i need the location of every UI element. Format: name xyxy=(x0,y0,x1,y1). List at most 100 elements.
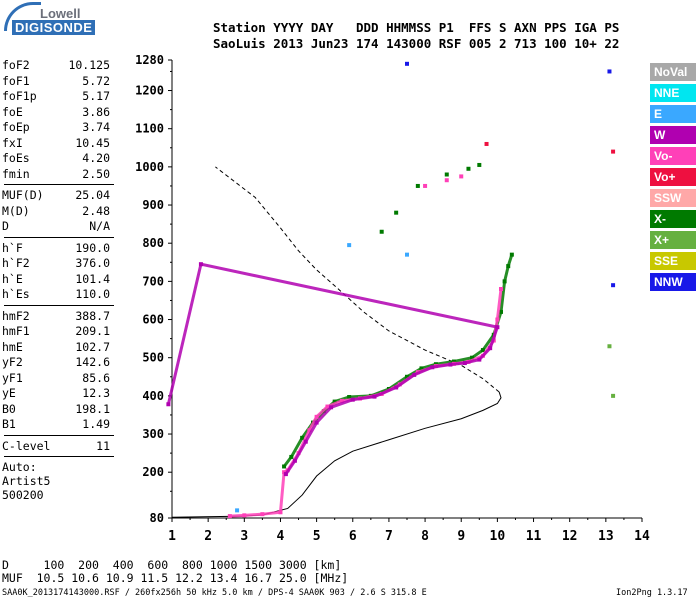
divider xyxy=(4,304,114,306)
echo-point xyxy=(611,149,616,154)
parameter-value: 10.45 xyxy=(75,135,110,150)
echo-point xyxy=(394,210,399,215)
parameter-name: h`Es xyxy=(2,287,30,301)
parameter-row: C-level 11 xyxy=(2,439,110,455)
parameter-name: h`F xyxy=(2,240,23,255)
parameter-row: h`F 190.0 xyxy=(2,241,110,257)
y-tick-label: 800 xyxy=(142,236,164,250)
parameter-name: fmin xyxy=(2,166,30,181)
parameter-name: hmF2 xyxy=(2,308,30,323)
y-tick-label: 500 xyxy=(142,351,164,365)
y-tick-label: 1000 xyxy=(135,160,164,174)
parameter-row: foEp 3.74 xyxy=(2,120,110,136)
legend-item: W xyxy=(650,126,696,144)
echo-point xyxy=(347,243,352,248)
y-tick-label: 80 xyxy=(150,511,164,525)
parameter-group-heights: h`F 190.0 h`F2 376.0 h`E 101.4 h`Es 110.0 xyxy=(2,241,114,303)
parameter-value: 142.6 xyxy=(75,355,110,369)
parameter-value: 4.20 xyxy=(82,151,110,165)
x-tick-label: 6 xyxy=(349,529,357,544)
parameter-name: foE xyxy=(2,104,23,119)
parameter-row: foF1p 5.17 xyxy=(2,89,110,105)
x-tick-label: 9 xyxy=(457,529,465,544)
profile-line-solid xyxy=(171,391,502,518)
parameter-group-clevel: C-level 11 xyxy=(2,439,114,455)
header-line-1: Station YYYY DAY DDD HHMMSS P1 FFS S AXN… xyxy=(213,20,620,35)
parameter-value: 376.0 xyxy=(75,256,110,270)
x-tick-label: 14 xyxy=(634,529,650,544)
parameter-value: 3.74 xyxy=(82,120,110,134)
parameter-value: 25.04 xyxy=(75,188,110,202)
parameter-value: 101.4 xyxy=(75,271,110,286)
x-tick-label: 3 xyxy=(240,529,248,544)
parameter-row: fxI 10.45 xyxy=(2,136,110,152)
logo-text-top: Lowell xyxy=(40,6,81,21)
echo-point xyxy=(611,393,616,398)
parameter-value: 3.86 xyxy=(82,104,110,119)
echo-point xyxy=(444,172,449,177)
x-tick-label: 12 xyxy=(562,529,578,544)
footer-file-info: SAA0K_2013174143000.RSF / 260fx256h 50 k… xyxy=(2,588,427,598)
parameter-row: B0 198.1 xyxy=(2,402,110,418)
x-tick-label: 8 xyxy=(421,529,429,544)
y-tick-label: 1280 xyxy=(135,53,164,67)
parameter-value: N/A xyxy=(89,219,110,233)
y-tick-label: 200 xyxy=(142,465,164,479)
parameter-row: foE 3.86 xyxy=(2,105,110,121)
profile-line-dashed xyxy=(215,166,500,393)
divider xyxy=(4,434,114,436)
legend-item: X+ xyxy=(650,231,696,249)
footer-version: Ion2Png 1.3.17 xyxy=(616,588,688,598)
parameter-name: C-level xyxy=(2,438,51,453)
parameter-row: yE 12.3 xyxy=(2,386,110,402)
parameter-name: B1 xyxy=(2,417,16,431)
header-line-2: SaoLuis 2013 Jun23 174 143000 RSF 005 2 … xyxy=(213,36,620,51)
parameter-value: 388.7 xyxy=(75,308,110,323)
x-tick-label: 13 xyxy=(598,529,614,544)
echo-point xyxy=(477,162,482,167)
parameter-value: 198.1 xyxy=(75,401,110,416)
legend-item: E xyxy=(650,105,696,123)
echo-point xyxy=(235,508,240,513)
parameter-name: foF1p xyxy=(2,89,37,103)
parameter-name: yF1 xyxy=(2,370,23,385)
parameter-name: fxI xyxy=(2,135,23,150)
echo-point xyxy=(379,229,384,234)
y-tick-label: 1200 xyxy=(135,84,164,98)
echo-point xyxy=(423,183,428,188)
parameter-group-muf: MUF(D) 25.04 M(D) 2.48 D N/A xyxy=(2,188,114,235)
parameter-row: B1 1.49 xyxy=(2,417,110,433)
parameter-name: foF2 xyxy=(2,58,30,72)
echo-point xyxy=(415,183,420,188)
legend-item: NoVal xyxy=(650,63,696,81)
x-tick-label: 4 xyxy=(277,529,285,544)
parameter-value: 12.3 xyxy=(82,386,110,400)
parameter-row: M(D) 2.48 xyxy=(2,204,110,220)
parameter-row: D N/A xyxy=(2,219,110,235)
parameter-name: yE xyxy=(2,386,16,400)
parameter-value: 2.50 xyxy=(82,166,110,181)
legend-item: SSE xyxy=(650,252,696,270)
echo-trace xyxy=(166,262,500,475)
parameter-name: foEs xyxy=(2,151,30,165)
y-tick-label: 400 xyxy=(142,389,164,403)
parameter-row: hmE 102.7 xyxy=(2,340,110,356)
parameter-row: foF2 10.125 xyxy=(2,58,110,74)
parameter-value: 209.1 xyxy=(75,324,110,338)
parameter-row: h`F2 376.0 xyxy=(2,256,110,272)
x-tick-label: 7 xyxy=(385,529,393,544)
chart-axes: 1 2 3 4 5 6 7 8 9 10 11 12 13 14802003004005006007008… xyxy=(135,53,650,544)
x-tick-label: 2 xyxy=(204,529,212,544)
parameter-name: h`E xyxy=(2,271,23,286)
echo-point xyxy=(405,61,409,66)
parameter-group-profile: hmF2 388.7 hmF1 209.1 hmE 102.7 yF2 142.6 yF1 85.… xyxy=(2,309,114,433)
divider xyxy=(4,456,114,457)
parameter-row: h`Es 110.0 xyxy=(2,287,110,303)
parameter-row: MUF(D) 25.04 xyxy=(2,188,110,204)
echo-trace xyxy=(229,288,503,518)
parameter-name: foEp xyxy=(2,120,30,134)
parameter-row: hmF1 209.1 xyxy=(2,324,110,340)
parameter-name: foF1 xyxy=(2,73,30,88)
parameter-value: 85.6 xyxy=(82,370,110,385)
